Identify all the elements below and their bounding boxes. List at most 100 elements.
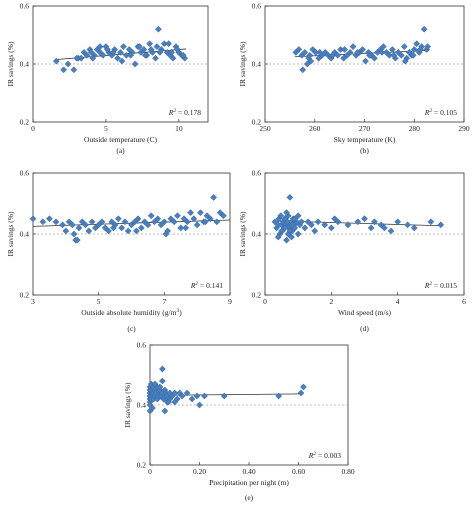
y-tick-label: 0.6 [252, 169, 262, 178]
data-point [416, 46, 424, 53]
data-point [105, 227, 112, 235]
data-point [52, 57, 60, 65]
x-tick-label: 4 [396, 297, 400, 306]
data-point [187, 209, 194, 217]
data-point [201, 392, 208, 400]
data-point [64, 60, 72, 68]
data-point [147, 46, 155, 53]
data-point [179, 51, 187, 59]
panel-sublabel: (d) [360, 324, 369, 333]
data-point [82, 221, 89, 229]
data-point [124, 227, 132, 235]
data-point [141, 51, 149, 59]
r-squared-label: R2 = 0.105 [424, 108, 457, 117]
x-axis-label: Wind speed (m/s) [338, 308, 392, 317]
data-point [182, 224, 190, 232]
data-point [173, 395, 181, 403]
data-point [190, 215, 198, 223]
data-point [144, 221, 152, 229]
y-tick-label: 0.2 [252, 118, 262, 127]
data-point [401, 57, 409, 65]
data-point [410, 224, 418, 232]
panel-sublabel: (e) [245, 493, 254, 502]
data-point [153, 43, 161, 50]
data-point [201, 218, 209, 226]
data-point [60, 66, 68, 74]
data-point [134, 215, 142, 223]
data-point [120, 43, 127, 50]
y-tick-label: 0.2 [252, 291, 262, 300]
data-point [420, 25, 428, 33]
data-point [188, 395, 196, 403]
x-axis-label: Outside absolute humidity (g/m3) [81, 308, 182, 317]
data-point [99, 51, 107, 59]
data-point [424, 43, 432, 50]
r-squared-label: R2 = 0.178 [168, 108, 201, 117]
data-point [341, 46, 348, 53]
data-point [344, 221, 352, 229]
data-point [168, 49, 175, 56]
scatter-panel-3: 0.2 0.4 0.6 3 5 7 9 IR savings (%) Outside absol… [6, 169, 232, 334]
y-tick-label: 0.4 [20, 60, 30, 69]
r-squared-label: R2 = 0.003 [308, 451, 341, 460]
scatter-panel-2: 0.2 0.4 0.6 250 260 270 280 290 IR savings (%) Sk… [238, 2, 470, 156]
data-point [162, 230, 170, 238]
data-point [173, 46, 181, 53]
x-tick-label: 0.40 [242, 467, 255, 476]
data-point [388, 46, 396, 53]
data-point [137, 224, 145, 232]
data-point [334, 51, 342, 59]
data-point [70, 66, 78, 74]
data-point [366, 51, 373, 59]
data-point [127, 51, 135, 59]
x-tick-label: 270 [359, 124, 371, 133]
x-tick-label: 3 [31, 297, 35, 306]
x-tick-label: 10 [175, 124, 183, 133]
data-point [427, 218, 435, 226]
x-axis-label: Sky temperature (K) [334, 135, 396, 144]
data-point [277, 212, 285, 220]
data-point [305, 54, 313, 62]
y-tick-label: 0.6 [252, 2, 262, 11]
data-point [70, 230, 78, 238]
x-axis-label: Outside temperature (C) [84, 135, 157, 144]
data-point [367, 224, 375, 232]
y-axis-label: IR savings (%) [238, 211, 247, 256]
data-point [297, 389, 305, 397]
data-point [151, 380, 159, 388]
data-point [196, 401, 203, 409]
x-tick-label: 250 [259, 124, 271, 133]
data-point [114, 54, 121, 62]
data-point [183, 218, 191, 226]
y-tick-label: 0.4 [252, 60, 262, 69]
y-tick-label: 0.2 [20, 118, 30, 127]
scatter-panel-4: 0.2 0.4 0.6 0 2 4 6 IR savings (%) Wind speed (m… [238, 169, 466, 334]
x-tick-label: 5 [97, 297, 101, 306]
data-point [349, 43, 357, 50]
data-point [62, 227, 70, 235]
data-point [118, 224, 126, 232]
data-point [154, 215, 162, 223]
data-point [331, 215, 339, 223]
panel-sublabel: (b) [360, 146, 369, 155]
data-point [288, 233, 295, 241]
data-point [404, 221, 411, 229]
data-point [387, 227, 395, 235]
data-point [380, 43, 387, 50]
data-point [193, 392, 201, 400]
data-point [39, 218, 47, 226]
data-point [410, 46, 418, 53]
x-tick-label: 0.60 [292, 467, 305, 476]
data-point [354, 218, 362, 226]
y-tick-label: 0.4 [20, 230, 30, 239]
x-tick-label: 0 [263, 297, 267, 306]
data-point [165, 398, 172, 406]
x-tick-label: 5 [104, 124, 108, 133]
y-tick-label: 0.4 [252, 230, 262, 239]
data-point [158, 377, 166, 385]
data-point [371, 218, 378, 226]
data-point [118, 57, 126, 65]
data-point [381, 224, 388, 232]
data-point [354, 49, 361, 56]
data-point [409, 51, 417, 59]
